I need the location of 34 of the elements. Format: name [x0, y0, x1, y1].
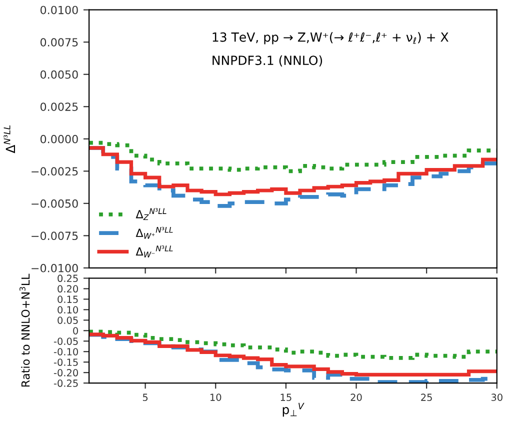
- annotation: 13 TeV, pp → Z,W⁺(→ ℓ⁺ℓ⁻,ℓ⁺ + ν$_{ℓ}$) + X: [212, 32, 448, 44]
- y-axis-title: Ratio to NNLO+N$^{3}$LL: [20, 274, 30, 387]
- annotation: NNPDF3.1 (NNLO): [212, 55, 322, 67]
- y-tick-label: −0.0075: [32, 232, 78, 240]
- y-tick-label: 0.0025: [40, 102, 78, 112]
- y-tick-label: -0.10: [54, 348, 78, 356]
- x-tick-label: 10: [210, 394, 222, 401]
- x-tick-label: 15: [280, 394, 292, 401]
- x-tick-label: 30: [491, 394, 502, 401]
- y-tick-label: 0.25: [58, 274, 78, 282]
- y-tick-label: -0.25: [54, 380, 78, 387]
- legend-label: Δ$_{W⁺}$$^{N³LL}$: [136, 226, 173, 239]
- y-tick-label: 0.0000: [40, 134, 78, 144]
- x-tick-label: 25: [421, 394, 432, 401]
- y-tick-label: 0.05: [58, 316, 78, 324]
- y-tick-label: 0.0100: [40, 6, 78, 14]
- legend-label: Δ$_{W⁻}$$^{N³LL}$: [136, 246, 173, 258]
- x-tick-label: 20: [350, 394, 362, 401]
- y-tick-label: -0.05: [54, 338, 78, 345]
- y-tick-label: −0.0050: [32, 199, 78, 208]
- x-axis-title: p$_{⊥}$$^{V}$: [282, 402, 304, 417]
- y-tick-label: 0.10: [58, 306, 78, 314]
- y-axis-title: Δ$^{N³LL}$: [4, 125, 15, 154]
- x-tick-label: 5: [142, 394, 148, 401]
- y-tick-label: 0.15: [58, 296, 78, 304]
- y-tick-label: 0.0075: [40, 38, 78, 46]
- y-tick-label: −0.0025: [32, 167, 78, 176]
- y-tick-label: −0.0100: [32, 264, 78, 272]
- y-tick-label: -0.20: [54, 369, 78, 376]
- y-tick-label: 0.0050: [40, 70, 78, 79]
- legend-label: Δ$_{Z}$$^{N³LL}$: [136, 208, 166, 220]
- y-tick-label: 0.20: [58, 285, 78, 293]
- y-tick-label: -0.15: [54, 358, 78, 366]
- y-tick-label: 0: [73, 327, 78, 334]
